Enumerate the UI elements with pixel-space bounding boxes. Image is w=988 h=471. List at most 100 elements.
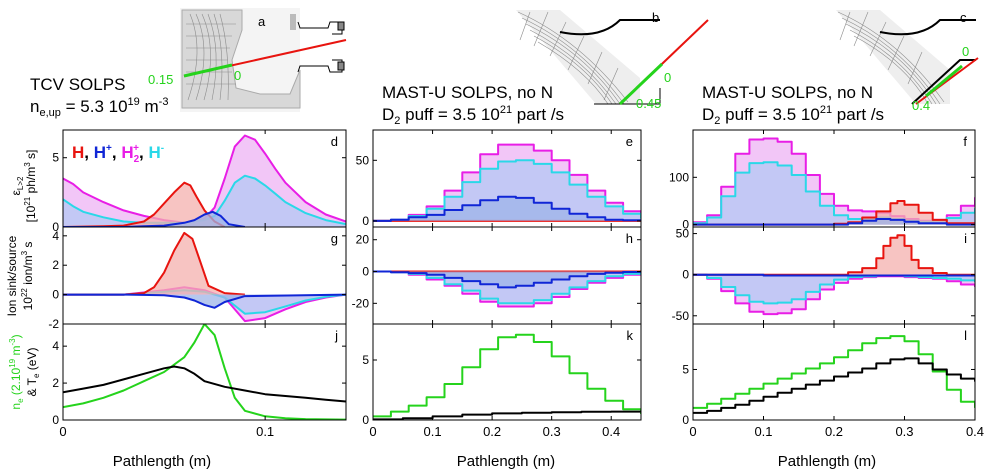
series-Hp-f: [693, 218, 975, 226]
panel-g: -2 0 2 4 g: [48, 226, 347, 331]
series-ne-j: [63, 324, 346, 420]
panel-k: 0 5 0 0.1 0.2 0.3 0.4 k: [362, 323, 642, 439]
header-mast-2: MAST-U SOLPS, no N D2 puff = 3.5 1021 pa…: [702, 83, 884, 127]
plot-area-e: [373, 143, 641, 222]
header-tcv: TCV SOLPS ne,up = 5.3 1019 m-3: [30, 75, 168, 119]
panel-i: -50 0 50 i: [672, 226, 976, 325]
series-H-g: [63, 231, 245, 296]
series-H-d: [63, 181, 226, 227]
series-Hp-e: [373, 195, 641, 222]
xtick-label-k: 0.1: [424, 424, 442, 439]
plot-area-g: [63, 231, 346, 323]
panel-f: 0 100 f: [669, 129, 976, 232]
ytick-label-g: -2: [48, 317, 59, 331]
panel-l: 0 5 0 0.1 0.2 0.3 0.4 l: [682, 323, 984, 439]
series-Hm-i: [693, 273, 975, 305]
ytick-label-h: 0: [362, 265, 369, 279]
xtick-label-j: 0: [59, 424, 66, 439]
ylabel-row1: εL>2 [1021 ph/m3 s]: [9, 150, 38, 223]
inset-c-chord-end: 0.4: [912, 98, 930, 113]
ytick-label-f: 0: [682, 218, 689, 232]
series-Te-k: [373, 410, 641, 420]
ylabel-row2: Ion sink/source 1022 ion/m3 s: [5, 235, 35, 316]
xtick-label-l: 0.4: [966, 424, 984, 439]
area-H-f: [693, 201, 975, 225]
legend-H: H: [72, 143, 84, 162]
xtick-label-k: 0.2: [483, 424, 501, 439]
area-Hm-i: [693, 274, 975, 304]
ylabel-row2-a: Ion sink/source: [5, 235, 19, 316]
series-Te-l: [693, 357, 975, 414]
chord-b: [618, 62, 664, 106]
area-Hm-e: [373, 160, 641, 221]
inset-b-chord-start: 0: [664, 70, 671, 85]
inset-c-chord-start: 0: [962, 44, 969, 59]
inset-b-mast-geometry: b 0 0.45: [516, 10, 709, 111]
ytick-label-h: -20: [352, 296, 370, 310]
ylabel-row1-b: [1021 ph/m3 s]: [23, 150, 38, 223]
plot-area-i: [693, 234, 975, 316]
panel-h: -20 0 20 h: [352, 226, 642, 325]
area-Hm-f: [693, 162, 975, 225]
legend-H2p: H: [121, 143, 133, 162]
plot-area-h: [373, 270, 641, 308]
chord-c: [925, 64, 963, 98]
xtick-label-j: 0.1: [256, 424, 274, 439]
mesh-a: [186, 13, 236, 101]
series-Hm-d: [63, 174, 346, 226]
ytick-label-g: 0: [52, 288, 59, 302]
panel-letter-l: l: [964, 328, 967, 343]
ytick-label-d: 0: [52, 220, 59, 234]
xtick-label-l: 0.1: [754, 424, 772, 439]
plot-area-k: [373, 333, 641, 420]
xtick-label-l: 0: [689, 424, 696, 439]
xlabel-mast-1: Pathlength (m): [457, 453, 555, 470]
panel-d: 0 5 d: [52, 129, 347, 234]
area-Hp-e: [373, 196, 641, 221]
panel-letter-k: k: [627, 328, 634, 343]
inset-b-letter: b: [652, 10, 659, 25]
header-mast-2-line1: MAST-U SOLPS, no N: [702, 83, 873, 102]
ylabel-row3: ne (2.1019 m-3) & Te (eV): [8, 334, 41, 409]
panel-letter-i: i: [964, 231, 967, 246]
plot-area-d: [63, 134, 346, 227]
legend-Hp: H: [94, 143, 106, 162]
area-Hp-d: [63, 211, 245, 227]
chord-a: [183, 63, 233, 78]
series-ne-k: [373, 333, 641, 418]
axes-frame-j: [62, 323, 347, 421]
legend: H, H+, H2+, H-: [72, 143, 164, 165]
ytick-label-e: 50: [356, 153, 370, 167]
series-Hp-g: [63, 293, 346, 309]
area-H-d: [63, 182, 225, 227]
ytick-label-l: 5: [682, 362, 689, 376]
ytick-label-e: 0: [362, 214, 369, 228]
ytick-label-d: 5: [52, 151, 59, 165]
ytick-label-i: 0: [682, 268, 689, 282]
xtick-label-l: 0.2: [825, 424, 843, 439]
series-ne-l: [693, 335, 975, 409]
ytick-label-k: 0: [362, 413, 369, 427]
ylabel-row3-a: ne (2.1019 m-3): [8, 334, 25, 409]
legend-Hm: H: [148, 143, 160, 162]
header-mast-1: MAST-U SOLPS, no N D2 puff = 3.5 1021 pa…: [382, 83, 564, 127]
header-mast-1-line1: MAST-U SOLPS, no N: [382, 83, 553, 102]
header-tcv-line2: ne,up = 5.3 1019 m-3: [30, 96, 168, 119]
ylabel-row2-b: 1022 ion/m3 s: [20, 242, 35, 311]
panel-e: 0 50 e: [356, 129, 642, 228]
inset-a-tcv-geometry: a 0.15 0: [148, 8, 347, 112]
area-Hp-g: [63, 294, 346, 308]
plot-area-j: [63, 324, 346, 420]
inset-c-mast-geometry: c 0 0.4: [836, 10, 979, 113]
xtick-label-k: 0.3: [543, 424, 561, 439]
panel-letter-e: e: [626, 134, 633, 149]
series-H-i: [693, 234, 975, 276]
ytick-label-f: 100: [669, 170, 689, 184]
ytick-label-g: 4: [52, 229, 59, 243]
ytick-label-j: 2: [52, 376, 59, 390]
header-tcv-line1: TCV SOLPS: [30, 75, 125, 94]
inset-c-letter: c: [960, 10, 967, 25]
inset-a-chord-start: 0.15: [148, 72, 173, 87]
